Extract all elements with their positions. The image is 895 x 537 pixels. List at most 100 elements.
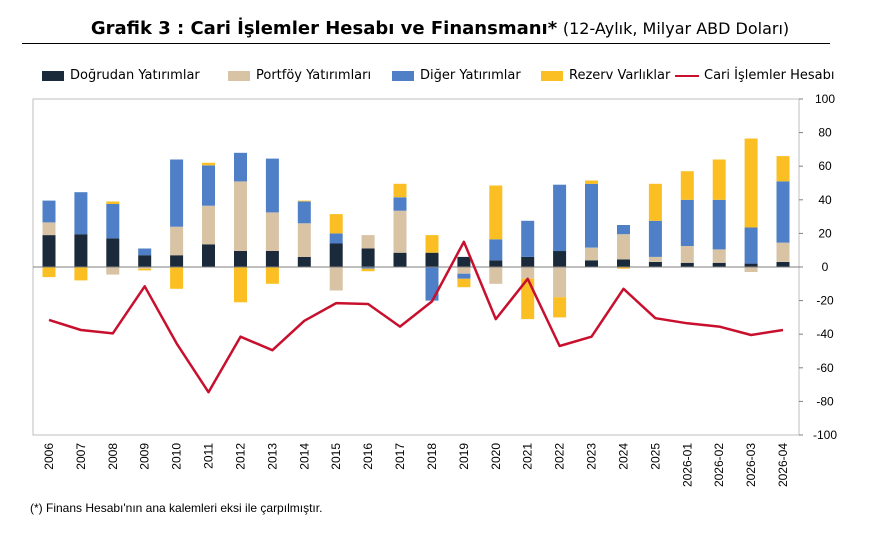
xtick-label-2007: 2007 — [74, 443, 88, 470]
x-axis-ticks: 2006 2007 2008 2009 2010 2011 2012 2013 2014 2015… — [42, 443, 790, 487]
bar-s2-2025 — [648, 220, 662, 257]
bar-s2-2020 — [489, 239, 503, 261]
bar-s1-2024 — [617, 234, 630, 260]
bar-s2-2014 — [297, 201, 311, 224]
bar-s0-2014 — [297, 256, 311, 267]
bar-s0-2010 — [170, 255, 184, 267]
line-group — [48, 240, 784, 394]
bar-s3-2014 — [297, 200, 311, 202]
bar-s0-2026-04 — [776, 262, 790, 267]
xtick-label-2024: 2024 — [617, 443, 631, 470]
ytick-label--20: -20 — [816, 294, 834, 308]
xtick-label-2020: 2020 — [489, 443, 503, 470]
bar-s1-2010 — [170, 226, 184, 256]
bar-s0-2018 — [425, 252, 439, 267]
bar-s3-2019 — [457, 278, 471, 288]
legend-swatch-portfoy — [228, 70, 250, 81]
legend-item-dogrudan: Doğrudan Yatırımlar — [42, 68, 200, 84]
bar-s3-2017 — [393, 183, 407, 198]
title-rule — [22, 43, 830, 44]
bar-s1-2022 — [553, 267, 567, 298]
ytick-label-20: 20 — [818, 226, 832, 240]
bar-s0-2009 — [138, 255, 152, 267]
bar-s3-2022 — [553, 297, 567, 318]
legend-label-rezerv: Rezerv Varlıklar — [569, 68, 671, 83]
bar-s3-2026-02 — [712, 159, 726, 200]
bar-s2-2010 — [170, 159, 184, 227]
bar-s1-2026-04 — [776, 242, 790, 262]
bar-s3-2010 — [170, 267, 184, 289]
bar-s0-2020 — [489, 260, 503, 267]
xtick-label-2008: 2008 — [106, 443, 120, 470]
bar-s2-2015 — [329, 233, 343, 244]
ytick-label-0: 0 — [822, 260, 829, 274]
bar-s3-2012 — [234, 267, 247, 303]
ytick-label-100: 100 — [815, 92, 835, 106]
bar-s1-2026-01 — [680, 246, 694, 263]
ytick-label--40: -40 — [816, 327, 834, 341]
legend-label-diger: Diğer Yatırımlar — [420, 68, 521, 83]
xtick-label-2022: 2022 — [553, 443, 567, 470]
legend-item-cari: Cari İşlemler Hesabı — [675, 68, 834, 84]
xtick-label-2026-03: 2026-03 — [744, 443, 758, 487]
bar-s2-2022 — [553, 184, 567, 252]
ytick-label--80: -80 — [816, 394, 834, 408]
bar-s1-2012 — [234, 181, 247, 251]
bar-s3-2026-04 — [776, 156, 790, 182]
legend-item-diger: Diğer Yatırımlar — [392, 68, 521, 84]
bar-s1-2023 — [585, 247, 598, 261]
ytick-label-40: 40 — [818, 193, 832, 207]
xtick-label-2021: 2021 — [521, 443, 535, 470]
bar-s2-2009 — [138, 248, 152, 256]
bar-s3-2009 — [138, 268, 152, 271]
bar-s3-2024 — [617, 267, 630, 269]
bar-s2-2026-02 — [712, 199, 726, 250]
xtick-label-2013: 2013 — [265, 443, 279, 470]
bar-s0-2026-03 — [744, 263, 758, 267]
xtick-label-2017: 2017 — [393, 443, 407, 470]
bars-group — [42, 138, 790, 320]
bar-s2-2019 — [457, 273, 471, 279]
bar-s3-2021 — [521, 278, 535, 320]
bar-s1-2021 — [521, 267, 535, 279]
bar-s3-2025 — [648, 183, 662, 221]
bar-s0-2019 — [457, 256, 471, 267]
xtick-label-2026-02: 2026-02 — [712, 443, 726, 487]
bar-s0-2008 — [106, 238, 120, 267]
bar-s1-2016 — [361, 235, 375, 249]
bar-s2-2012 — [234, 152, 247, 182]
legend-item-rezerv: Rezerv Varlıklar — [541, 68, 670, 84]
xtick-label-2026-04: 2026-04 — [776, 443, 790, 487]
legend-item-portfoy: Portföy Yatırımları — [228, 68, 371, 84]
bar-s2-2007 — [74, 192, 88, 235]
ytick-label--100: -100 — [813, 428, 837, 442]
chart-title-sub: (12-Aylık, Milyar ABD Doları) — [562, 19, 790, 38]
bar-s1-2025 — [648, 256, 662, 262]
ytick-label--60: -60 — [816, 361, 834, 375]
legend-label-portfoy: Portföy Yatırımları — [256, 68, 372, 83]
bar-s2-2021 — [521, 220, 535, 257]
xtick-label-2010: 2010 — [170, 443, 184, 470]
bar-s2-2026-04 — [776, 181, 790, 243]
legend-label-dogrudan: Doğrudan Yatırımlar — [70, 68, 200, 83]
bar-s3-2016 — [361, 268, 375, 272]
xtick-label-2018: 2018 — [425, 443, 439, 470]
bar-s1-2014 — [297, 223, 311, 257]
bar-s0-2011 — [202, 244, 215, 267]
bar-s3-2011 — [202, 162, 215, 166]
xtick-label-2019: 2019 — [457, 443, 471, 470]
bar-s3-2026-03 — [744, 138, 758, 228]
bar-s3-2018 — [425, 235, 439, 253]
ytick-label-80: 80 — [818, 126, 832, 140]
bar-s2-2006 — [42, 200, 56, 223]
bar-s1-2009 — [138, 267, 152, 269]
xtick-label-2015: 2015 — [329, 443, 343, 470]
bar-s1-2026-02 — [712, 249, 726, 263]
xtick-label-2011: 2011 — [202, 443, 216, 469]
bar-s0-2022 — [553, 251, 567, 267]
line-cari-islemler — [48, 240, 784, 394]
bar-s2-2011 — [202, 165, 215, 206]
legend-swatch-dogrudan — [42, 70, 64, 81]
bar-s1-2008 — [106, 267, 120, 275]
xtick-label-2006: 2006 — [42, 443, 56, 470]
